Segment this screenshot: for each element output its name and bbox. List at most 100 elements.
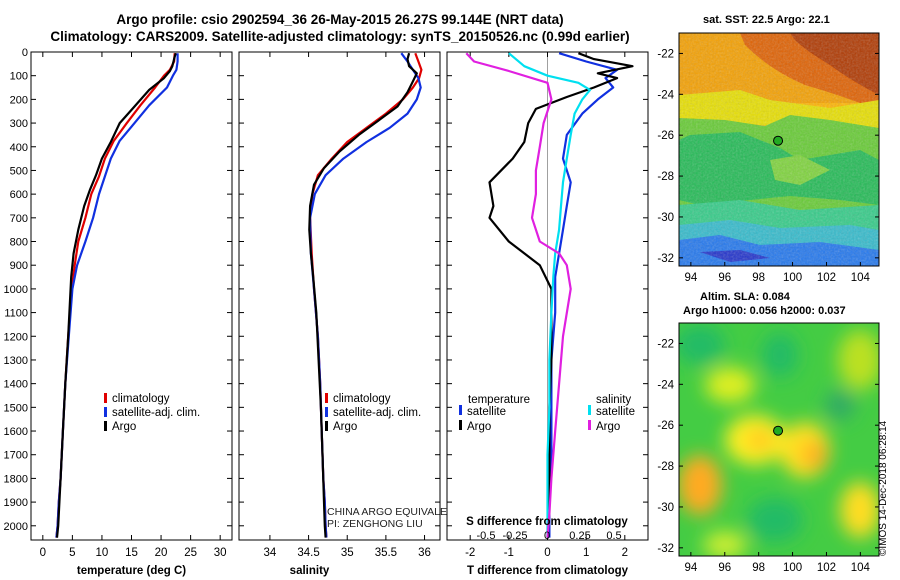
x-tick-label: -2: [465, 547, 475, 559]
lon-tick-label: 104: [851, 562, 871, 574]
series-line-s-satellite: [508, 52, 592, 538]
x-tick-label: 35.5: [375, 547, 397, 559]
depth-tick-label: 1700: [4, 450, 28, 462]
depth-tick-label: 2000: [4, 521, 28, 533]
depth-tick-label: 0: [22, 47, 28, 59]
lon-tick-label: 96: [718, 272, 731, 284]
legend-label: satellite-adj. clim.: [333, 407, 421, 419]
legend-label: satellite-adj. clim.: [112, 407, 200, 419]
lat-tick-label: -28: [657, 461, 674, 473]
legend-swatch: [104, 407, 107, 417]
series-line-argo: [308, 52, 418, 538]
legend-swatch: [325, 393, 328, 403]
plot-frame: [238, 51, 441, 541]
legend-label: Argo: [596, 421, 620, 433]
legend-swatch: [325, 421, 328, 431]
lon-tick-label: 94: [684, 272, 697, 284]
depth-tick-label: 100: [10, 71, 28, 83]
x-tick-label: -1: [504, 547, 514, 559]
legend-swatch: [588, 405, 591, 415]
x-tick-label: 30: [214, 547, 227, 559]
depth-tick-label: 1000: [4, 284, 28, 296]
lon-tick-label: 102: [817, 272, 836, 284]
legend-title-temperature: temperature: [468, 394, 530, 406]
x-axis-label: T difference from climatology: [467, 565, 629, 577]
legend-label: climatology: [112, 393, 170, 405]
lon-tick-label: 100: [783, 562, 802, 574]
legend-swatch: [588, 420, 591, 430]
argo-location-marker-sst: [773, 135, 784, 146]
lat-tick-label: -32: [657, 253, 674, 265]
temperature-profile-panel: 0100200300400500600700800900100011001200…: [4, 47, 233, 577]
sla-map-title-1: Altim. SLA: 0.084: [700, 291, 790, 303]
lon-tick-label: 96: [718, 562, 731, 574]
lat-tick-label: -24: [657, 379, 674, 391]
depth-tick-label: 300: [10, 118, 28, 130]
lon-tick-label: 100: [783, 272, 802, 284]
x-tick-label: 5: [69, 547, 75, 559]
x-tick-label: 1: [583, 547, 589, 559]
depth-tick-label: 1100: [4, 308, 28, 320]
x-tick-label: 0: [40, 547, 46, 559]
x-tick-label: 35: [341, 547, 354, 559]
title-line-1: Argo profile: csio 2902594_36 26-May-201…: [116, 12, 564, 27]
depth-tick-label: 1400: [4, 379, 28, 391]
depth-tick-label: 1900: [4, 497, 28, 509]
lon-tick-label: 102: [817, 562, 836, 574]
series-line-argo: [55, 52, 177, 538]
lat-tick-label: -32: [657, 543, 674, 555]
legend-label: satellite: [596, 406, 635, 418]
x2-tick-label: 0: [544, 530, 550, 542]
depth-tick-label: 400: [10, 142, 28, 154]
legend-label: climatology: [333, 393, 391, 405]
x-tick-label: 0: [544, 547, 550, 559]
profile-panels: 0100200300400500600700800900100011001200…: [4, 47, 649, 577]
depth-tick-label: 1300: [4, 355, 28, 367]
x2-tick-label: -0.5: [477, 530, 496, 542]
x-tick-label: 2: [622, 547, 628, 559]
depth-tick-label: 1800: [4, 473, 28, 485]
depth-tick-label: 500: [10, 165, 28, 177]
lat-tick-label: -22: [657, 338, 674, 350]
depth-tick-label: 600: [10, 189, 28, 201]
depth-tick-label: 900: [10, 260, 28, 272]
legend-swatch: [325, 407, 328, 417]
lon-tick-label: 98: [752, 562, 765, 574]
lon-tick-label: 94: [684, 562, 697, 574]
lat-tick-label: -22: [657, 48, 674, 60]
sla-map: -22 -24 -26 -28 -30 -32 94 96 98 100 102 104: [657, 322, 880, 574]
sst-map-title: sat. SST: 22.5 Argo: 22.1: [703, 14, 830, 26]
depth-tick-label: 1600: [4, 426, 28, 438]
series-line-s-argo: [465, 52, 572, 538]
title-line-2: Climatology: CARS2009. Satellite-adjuste…: [50, 29, 630, 44]
legend-swatch: [459, 405, 462, 415]
sst-map: -22 -24 -26 -28 -30 -32 94 96 98 100 102 104: [657, 32, 880, 284]
x-tick-label: 10: [96, 547, 109, 559]
x-axis-label: temperature (deg C): [77, 565, 186, 577]
argo-location-marker-sla: [773, 425, 784, 436]
legend-label: satellite: [467, 406, 506, 418]
sla-map-title-2: Argo h1000: 0.056 h2000: 0.037: [683, 305, 846, 317]
x2-tick-label: 0.5: [606, 530, 621, 542]
x-tick-label: 34: [264, 547, 277, 559]
difference-profile-panel: -2 -1 0 1 2 T difference from climatology temp…: [446, 51, 649, 577]
lat-tick-label: -24: [657, 89, 674, 101]
series-line-t-argo: [488, 52, 634, 538]
legend-label: Argo: [333, 421, 357, 433]
depth-tick-label: 800: [10, 237, 28, 249]
lat-tick-label: -30: [657, 502, 674, 514]
legend-swatch: [104, 393, 107, 403]
lat-tick-label: -30: [657, 212, 674, 224]
lat-tick-label: -28: [657, 171, 674, 183]
x-tick-label: 20: [155, 547, 168, 559]
legend-swatch: [104, 421, 107, 431]
depth-tick-label: 1200: [4, 331, 28, 343]
annotation-text: PI: ZENGHONG LIU: [327, 518, 423, 530]
lat-tick-label: -26: [657, 130, 674, 142]
x2-tick-label: 0.25: [569, 530, 590, 542]
x-tick-label: 15: [125, 547, 138, 559]
lon-tick-label: 98: [752, 272, 765, 284]
lat-tick-label: -26: [657, 420, 674, 432]
x-tick-label: 36: [418, 547, 431, 559]
